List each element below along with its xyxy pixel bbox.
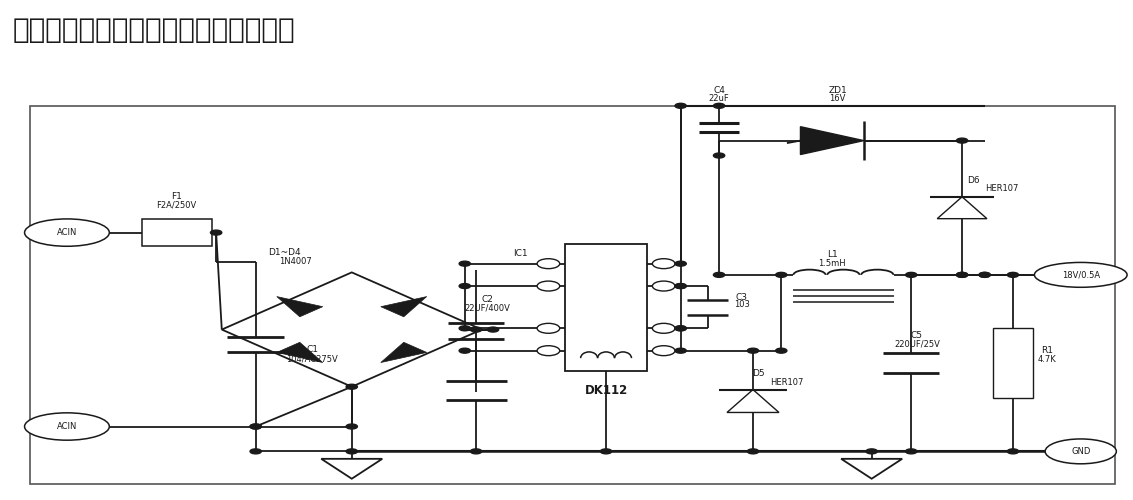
- Circle shape: [776, 272, 787, 278]
- Circle shape: [675, 284, 687, 288]
- Text: D5: D5: [752, 369, 765, 378]
- Ellipse shape: [25, 219, 109, 246]
- Polygon shape: [381, 342, 427, 362]
- Text: 22uF: 22uF: [709, 94, 730, 103]
- Text: GND: GND: [1071, 447, 1090, 456]
- Polygon shape: [381, 296, 427, 317]
- Circle shape: [470, 327, 482, 332]
- Text: ZD1: ZD1: [828, 86, 847, 96]
- Circle shape: [250, 424, 262, 429]
- Text: C1: C1: [306, 345, 318, 354]
- Text: DK112: DK112: [585, 384, 628, 397]
- Circle shape: [714, 272, 725, 278]
- Text: HER107: HER107: [770, 378, 803, 386]
- Text: 1N4007: 1N4007: [279, 257, 312, 266]
- Circle shape: [748, 449, 759, 454]
- Ellipse shape: [1034, 262, 1127, 287]
- Circle shape: [675, 284, 687, 288]
- Circle shape: [459, 326, 470, 331]
- Circle shape: [866, 449, 877, 454]
- Text: IC1: IC1: [513, 249, 528, 258]
- Text: 4.7K: 4.7K: [1038, 354, 1056, 364]
- Circle shape: [459, 284, 470, 288]
- Circle shape: [979, 272, 990, 278]
- Bar: [29, 106, 1115, 484]
- Polygon shape: [276, 296, 323, 317]
- Text: 16V: 16V: [829, 94, 846, 103]
- Circle shape: [956, 138, 968, 143]
- Circle shape: [675, 326, 687, 331]
- Circle shape: [675, 326, 687, 331]
- Circle shape: [905, 272, 917, 278]
- Text: F1: F1: [171, 192, 182, 201]
- Circle shape: [675, 104, 687, 108]
- Text: C3: C3: [735, 292, 748, 302]
- Bar: [565, 244, 647, 370]
- Circle shape: [714, 153, 725, 158]
- Circle shape: [459, 261, 470, 266]
- Text: HER107: HER107: [985, 184, 1019, 194]
- Circle shape: [956, 272, 968, 278]
- Circle shape: [211, 230, 222, 235]
- Text: C2: C2: [482, 295, 493, 304]
- Text: C4: C4: [713, 86, 725, 96]
- Text: 十、典型应用二（非离线式开关电源）: 十、典型应用二（非离线式开关电源）: [12, 16, 296, 44]
- Text: D6: D6: [968, 176, 980, 185]
- Text: 104/AC275V: 104/AC275V: [287, 355, 338, 364]
- Circle shape: [346, 384, 357, 389]
- Polygon shape: [800, 126, 863, 154]
- Circle shape: [346, 424, 357, 429]
- Circle shape: [675, 261, 687, 266]
- Circle shape: [1007, 449, 1019, 454]
- Circle shape: [748, 348, 759, 353]
- Text: 220UF/25V: 220UF/25V: [894, 340, 939, 348]
- Text: 22UF/400V: 22UF/400V: [465, 303, 510, 312]
- Circle shape: [776, 348, 787, 353]
- Text: 1.5mH: 1.5mH: [818, 259, 846, 268]
- Ellipse shape: [1045, 439, 1116, 464]
- Circle shape: [250, 424, 262, 429]
- Circle shape: [459, 348, 470, 353]
- Circle shape: [346, 449, 357, 454]
- Text: ACIN: ACIN: [57, 422, 77, 431]
- Text: ACIN: ACIN: [57, 228, 77, 237]
- Circle shape: [487, 327, 499, 332]
- Circle shape: [470, 449, 482, 454]
- Circle shape: [250, 449, 262, 454]
- Text: 18V/0.5A: 18V/0.5A: [1062, 270, 1100, 280]
- Bar: [142, 219, 212, 246]
- Circle shape: [956, 272, 968, 278]
- Text: C5: C5: [911, 332, 923, 340]
- Circle shape: [600, 449, 612, 454]
- Text: 103: 103: [734, 300, 750, 309]
- Circle shape: [905, 449, 917, 454]
- Text: L1: L1: [827, 250, 837, 260]
- Circle shape: [675, 348, 687, 353]
- Circle shape: [979, 272, 990, 278]
- Text: F2A/250V: F2A/250V: [156, 200, 197, 209]
- Text: D1~D4: D1~D4: [267, 248, 300, 257]
- Ellipse shape: [25, 413, 109, 440]
- Text: R1: R1: [1041, 346, 1053, 355]
- Bar: [993, 328, 1033, 398]
- Circle shape: [714, 104, 725, 108]
- Polygon shape: [276, 342, 323, 362]
- Circle shape: [1007, 272, 1019, 278]
